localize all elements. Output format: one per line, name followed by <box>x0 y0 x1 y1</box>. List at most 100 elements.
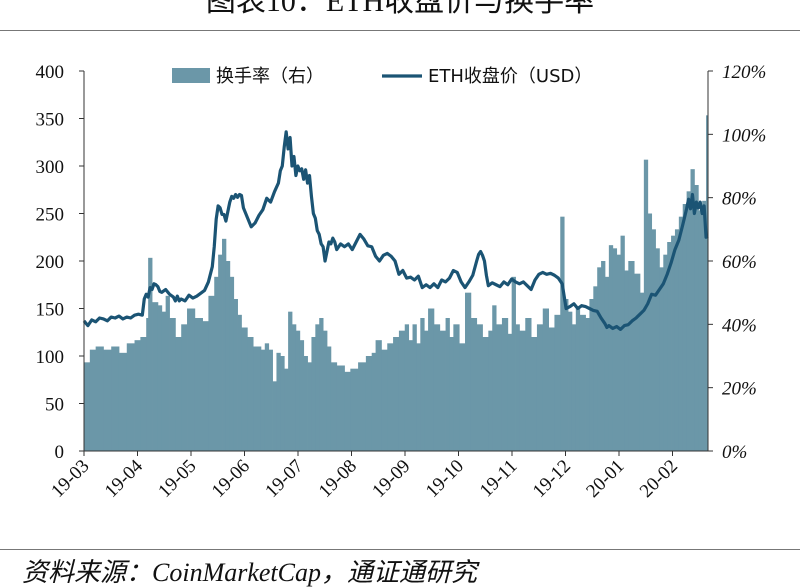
turnover-bars <box>84 115 709 452</box>
turnover-bar <box>536 324 544 451</box>
x-ticks: 19-03 19-04 19-05 19-06 19-07 19-08 19-09 19-10… <box>47 451 682 502</box>
turnover-bar <box>525 318 532 451</box>
turnover-bar <box>706 115 709 451</box>
right-y-tick-label: 20% <box>722 379 757 400</box>
turnover-bar <box>303 356 308 451</box>
x-tick-label: 19-08 <box>315 456 361 502</box>
turnover-bar <box>233 299 238 451</box>
turnover-bar <box>330 362 338 451</box>
turnover-bar <box>381 349 388 451</box>
turnover-bar <box>601 261 606 451</box>
turnover-bar <box>671 235 676 451</box>
turnover-bar <box>89 349 97 451</box>
turnover-bar <box>501 318 509 451</box>
turnover-bar <box>140 337 147 451</box>
turnover-bar <box>507 333 513 451</box>
turnover-bar <box>515 324 520 451</box>
turnover-bar <box>571 324 577 451</box>
eth-close-price-line <box>82 130 709 331</box>
bottom-rule <box>0 549 800 550</box>
turnover-bar <box>187 308 196 451</box>
price-line-group <box>82 130 709 331</box>
x-tick-label: 20-02 <box>636 456 682 502</box>
x-tick-label: 19-07 <box>261 456 307 502</box>
turnover-bar <box>604 276 610 451</box>
x-tick-label: 19-06 <box>208 456 254 502</box>
turnover-bar <box>268 349 273 451</box>
turnover-bar <box>682 204 688 451</box>
turnover-bar <box>439 330 446 451</box>
left-y-tick-label: 50 <box>45 395 64 416</box>
turnover-bar <box>628 261 635 451</box>
turnover-bar <box>288 311 293 451</box>
turnover-bar <box>702 200 707 451</box>
right-y-ticks: 0% 20% 40% 60% 80% 100% 120% <box>708 62 766 463</box>
turnover-bar <box>620 235 625 451</box>
turnover-bar <box>416 343 421 451</box>
left-y-tick-label: 300 <box>36 157 65 178</box>
turnover-bar <box>169 318 176 451</box>
turnover-bar <box>564 299 569 451</box>
turnover-bar <box>492 305 497 451</box>
turnover-bar <box>146 318 149 451</box>
turnover-bar <box>326 346 332 451</box>
turnover-bar <box>344 371 351 451</box>
turnover-bar <box>175 337 182 451</box>
turnover-bar <box>449 337 454 451</box>
legend-line-label: ETH收盘价（USD） <box>428 66 592 87</box>
turnover-bar <box>95 346 104 451</box>
turnover-bar <box>358 362 367 451</box>
turnover-bar <box>253 346 262 451</box>
turnover-bar <box>698 210 703 451</box>
turnover-bar <box>597 267 602 451</box>
turnover-bar <box>393 337 400 451</box>
turnover-bar <box>264 343 270 451</box>
turnover-bar <box>218 254 223 451</box>
left-y-tick-label: 250 <box>36 205 65 226</box>
turnover-bar <box>276 352 281 451</box>
turnover-bar <box>350 368 359 451</box>
source-note: 资料来源：CoinMarketCap，通证通研究 <box>22 558 477 587</box>
turnover-bar <box>84 362 91 451</box>
turnover-bar <box>608 245 614 451</box>
x-tick-label: 19-09 <box>368 456 414 502</box>
turnover-bar <box>295 330 301 451</box>
legend-bar-swatch <box>172 68 210 83</box>
turnover-bar <box>674 229 680 451</box>
turnover-bar <box>387 343 394 451</box>
turnover-bar <box>639 292 645 451</box>
right-y-tick-label: 60% <box>722 252 757 273</box>
left-y-tick-label: 350 <box>36 110 65 131</box>
x-tick-label: 19-04 <box>101 455 148 502</box>
turnover-bar <box>433 324 441 451</box>
turnover-bar <box>222 238 227 451</box>
turnover-bar <box>445 318 450 451</box>
x-tick-label: 19-11 <box>476 456 522 502</box>
turnover-bar <box>634 273 641 451</box>
turnover-bar <box>280 356 285 451</box>
turnover-bar <box>575 308 581 451</box>
turnover-bar <box>319 318 324 451</box>
turnover-bar <box>336 365 345 451</box>
left-y-tick-label: 150 <box>36 300 65 321</box>
turnover-bar <box>307 362 312 451</box>
left-y-ticks: 0 50 100 150 200 250 300 350 400 <box>36 62 84 463</box>
top-rule <box>0 30 800 31</box>
x-tick-label: 19-10 <box>422 456 468 502</box>
chart-title: 图表10：ETH收盘价与换手率 <box>205 0 595 18</box>
turnover-bar <box>157 305 163 451</box>
turnover-bar <box>667 242 672 451</box>
right-y-tick-label: 120% <box>722 62 766 83</box>
turnover-bar <box>315 324 320 451</box>
turnover-bar <box>181 324 188 451</box>
turnover-bar <box>428 308 435 451</box>
turnover-bar <box>678 216 684 451</box>
turnover-bar <box>531 337 538 451</box>
left-y-tick-label: 400 <box>36 62 65 83</box>
turnover-bar <box>111 346 120 451</box>
x-tick-label: 20-01 <box>582 456 628 502</box>
right-y-tick-label: 40% <box>722 315 757 336</box>
turnover-bar <box>229 276 235 451</box>
turnover-bar <box>375 340 382 451</box>
turnover-bar <box>103 349 112 451</box>
